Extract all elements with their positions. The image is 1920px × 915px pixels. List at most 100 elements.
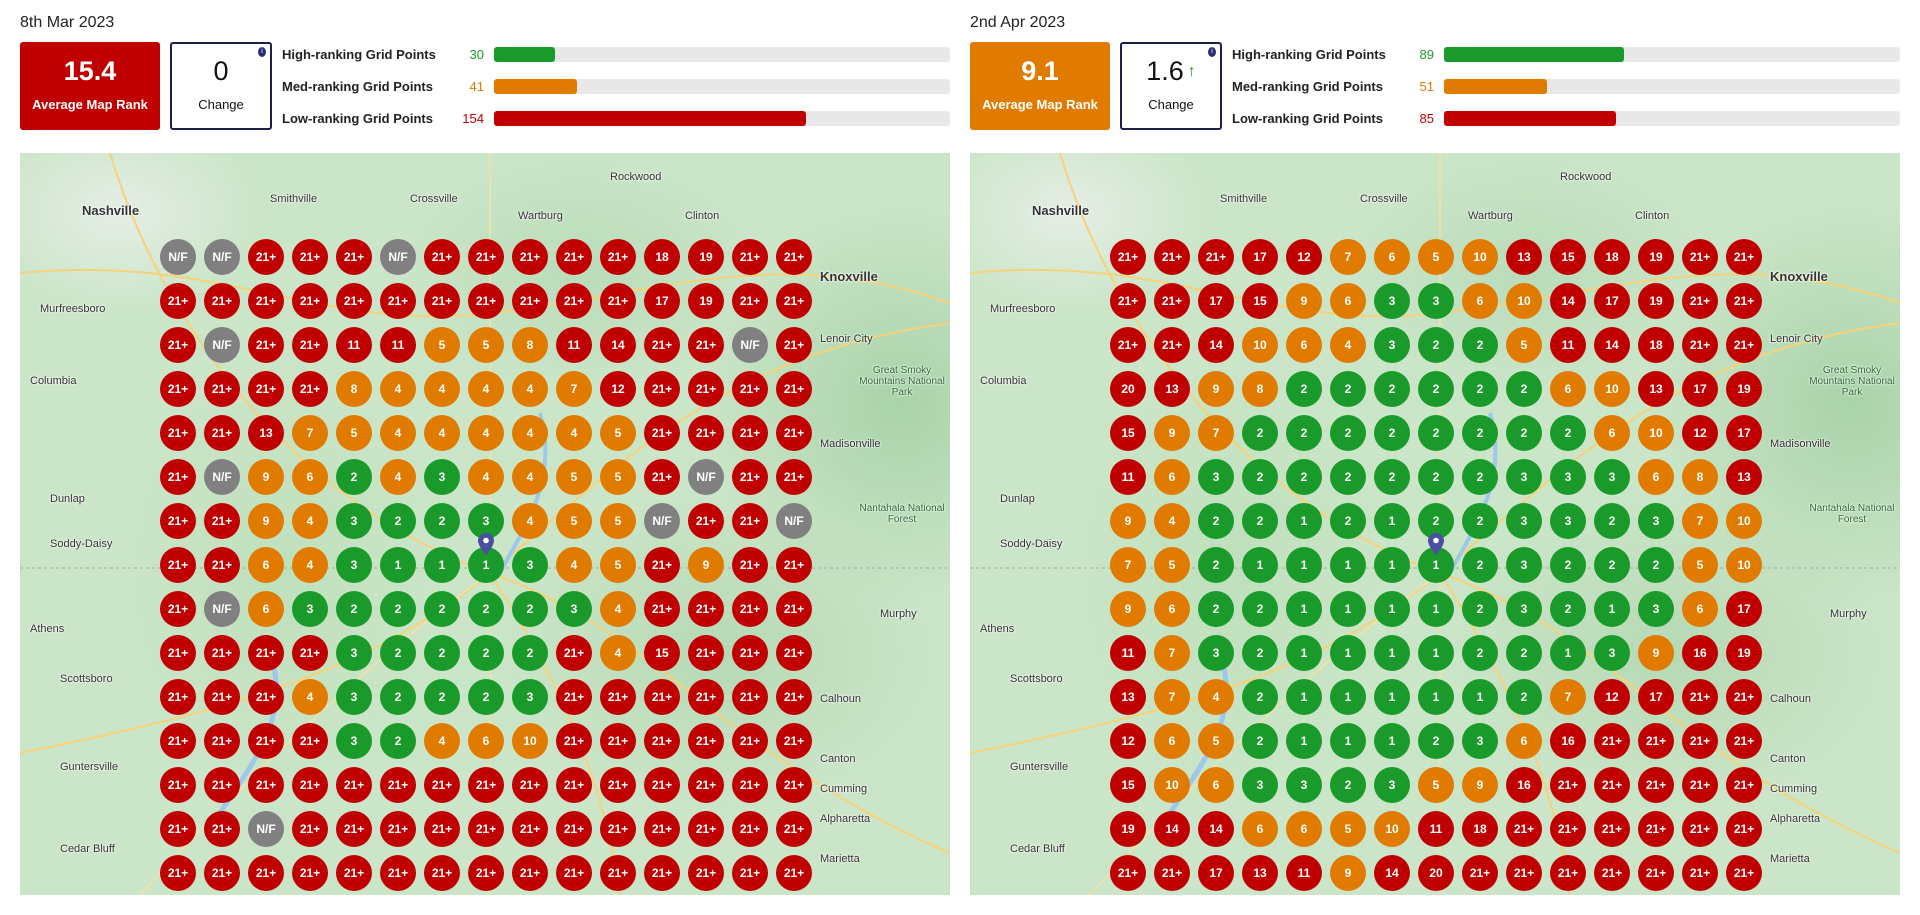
grid-point[interactable]: 21+: [644, 547, 680, 583]
grid-point[interactable]: 2: [1462, 459, 1498, 495]
grid-point[interactable]: 21+: [776, 415, 812, 451]
grid-point[interactable]: 9: [1638, 635, 1674, 671]
grid-point[interactable]: 21+: [204, 547, 240, 583]
grid-point[interactable]: 6: [1550, 371, 1586, 407]
grid-point[interactable]: 21+: [160, 283, 196, 319]
grid-point[interactable]: 21+: [1682, 327, 1718, 363]
grid-point[interactable]: 2: [1330, 503, 1366, 539]
grid-point[interactable]: 21+: [204, 723, 240, 759]
grid-point[interactable]: 19: [1638, 239, 1674, 275]
grid-point[interactable]: 2: [1418, 415, 1454, 451]
grid-point[interactable]: 2: [1242, 415, 1278, 451]
grid-point[interactable]: 6: [1154, 459, 1190, 495]
grid-point[interactable]: 15: [1242, 283, 1278, 319]
grid-point[interactable]: 5: [600, 459, 636, 495]
grid-point[interactable]: 4: [600, 635, 636, 671]
grid-point[interactable]: 21+: [1154, 283, 1190, 319]
grid-point[interactable]: 12: [1110, 723, 1146, 759]
grid-point[interactable]: 21+: [1682, 723, 1718, 759]
grid-point[interactable]: 21+: [688, 503, 724, 539]
grid-point[interactable]: 3: [1418, 283, 1454, 319]
grid-point[interactable]: N/F: [248, 811, 284, 847]
grid-point[interactable]: 21+: [776, 459, 812, 495]
grid-point[interactable]: 21+: [1110, 239, 1146, 275]
grid-point[interactable]: 21+: [204, 679, 240, 715]
grid-point[interactable]: 17: [644, 283, 680, 319]
grid-point[interactable]: 1: [1330, 591, 1366, 627]
grid-point[interactable]: 6: [292, 459, 328, 495]
grid-point[interactable]: 11: [1110, 459, 1146, 495]
grid-point[interactable]: 2: [468, 591, 504, 627]
grid-point[interactable]: 21+: [336, 283, 372, 319]
grid-point[interactable]: 18: [1594, 239, 1630, 275]
grid-point[interactable]: 7: [1110, 547, 1146, 583]
grid-point[interactable]: 3: [292, 591, 328, 627]
grid-point[interactable]: 3: [336, 547, 372, 583]
grid-point[interactable]: 21+: [424, 855, 460, 891]
grid-point[interactable]: 5: [600, 415, 636, 451]
grid-point[interactable]: 21+: [644, 855, 680, 891]
grid-point[interactable]: 10: [1462, 239, 1498, 275]
grid-point[interactable]: 9: [688, 547, 724, 583]
grid-point[interactable]: 21+: [732, 811, 768, 847]
grid-point[interactable]: 3: [336, 503, 372, 539]
grid-point[interactable]: 4: [1198, 679, 1234, 715]
grid-point[interactable]: 21+: [424, 811, 460, 847]
grid-point[interactable]: 21+: [688, 591, 724, 627]
grid-point[interactable]: 1: [380, 547, 416, 583]
grid-point[interactable]: 2: [1418, 371, 1454, 407]
grid-point[interactable]: 1: [1418, 635, 1454, 671]
grid-point[interactable]: 2: [1594, 547, 1630, 583]
grid-point[interactable]: 5: [424, 327, 460, 363]
grid-point[interactable]: 21+: [1506, 811, 1542, 847]
grid-point[interactable]: 11: [380, 327, 416, 363]
grid-point[interactable]: 21+: [512, 239, 548, 275]
grid-point[interactable]: 17: [1726, 415, 1762, 451]
grid-point[interactable]: 6: [1462, 283, 1498, 319]
grid-point[interactable]: 21+: [160, 767, 196, 803]
grid-point[interactable]: 21+: [248, 679, 284, 715]
grid-point[interactable]: 19: [1726, 371, 1762, 407]
grid-point[interactable]: 21+: [160, 679, 196, 715]
grid-point[interactable]: 1: [1374, 635, 1410, 671]
grid-point[interactable]: 12: [1682, 415, 1718, 451]
grid-point[interactable]: 13: [1638, 371, 1674, 407]
grid-point[interactable]: 14: [1594, 327, 1630, 363]
grid-point[interactable]: 2: [1198, 503, 1234, 539]
grid-point[interactable]: 21+: [644, 415, 680, 451]
grid-point[interactable]: 2: [1330, 415, 1366, 451]
grid-point[interactable]: 21+: [468, 239, 504, 275]
grid-point[interactable]: 21+: [688, 327, 724, 363]
grid-point[interactable]: 6: [248, 591, 284, 627]
grid-point[interactable]: 14: [1154, 811, 1190, 847]
grid-point[interactable]: 21+: [600, 767, 636, 803]
grid-point[interactable]: 3: [1506, 503, 1542, 539]
grid-point[interactable]: 21+: [1638, 723, 1674, 759]
grid-point[interactable]: 1: [1286, 723, 1322, 759]
grid-point[interactable]: 6: [1638, 459, 1674, 495]
grid-point[interactable]: 6: [1242, 811, 1278, 847]
grid-point[interactable]: 21+: [1726, 811, 1762, 847]
grid-point[interactable]: 21+: [292, 767, 328, 803]
grid-point[interactable]: 21+: [1154, 327, 1190, 363]
grid-point[interactable]: 21+: [732, 767, 768, 803]
grid-point[interactable]: 21+: [468, 855, 504, 891]
grid-point[interactable]: 4: [292, 679, 328, 715]
grid-point[interactable]: 21+: [380, 811, 416, 847]
grid-point[interactable]: 21+: [512, 855, 548, 891]
grid-point[interactable]: 9: [1286, 283, 1322, 319]
grid-point[interactable]: 12: [600, 371, 636, 407]
grid-point[interactable]: 4: [512, 371, 548, 407]
grid-point[interactable]: 2: [1242, 459, 1278, 495]
grid-point[interactable]: 21+: [204, 503, 240, 539]
grid-point[interactable]: 21+: [292, 855, 328, 891]
grid-point[interactable]: 21+: [556, 723, 592, 759]
grid-point[interactable]: 19: [688, 239, 724, 275]
grid-point[interactable]: 5: [468, 327, 504, 363]
grid-point[interactable]: N/F: [204, 327, 240, 363]
grid-point[interactable]: 2: [1198, 547, 1234, 583]
grid-point[interactable]: 21+: [1110, 327, 1146, 363]
grid-point[interactable]: 21+: [556, 283, 592, 319]
grid-point[interactable]: 21+: [204, 415, 240, 451]
grid-point[interactable]: 2: [1462, 591, 1498, 627]
